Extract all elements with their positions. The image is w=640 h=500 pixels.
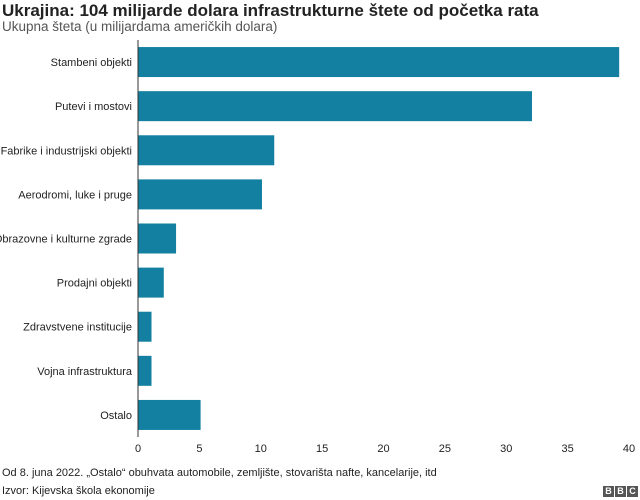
x-tick-label: 35 <box>562 443 574 455</box>
x-tick-label: 30 <box>500 443 512 455</box>
category-label: Zdravstvene institucije <box>23 322 132 334</box>
bar <box>138 267 164 298</box>
category-label: Obrazovne i kulturne zgrade <box>0 234 132 246</box>
x-tick-label: 40 <box>623 443 635 455</box>
x-tick-label: 25 <box>439 443 451 455</box>
bbc-logo: B B C <box>603 486 638 497</box>
x-tick-label: 15 <box>316 443 328 455</box>
bar-chart: Stambeni objekti Putevi i mostovi Fabrike … <box>0 40 635 455</box>
footnote: Od 8. juna 2022. „Ostalo“ obuhvata autom… <box>2 467 437 479</box>
category-label: Ostalo <box>100 410 132 422</box>
category-label: Prodajni objekti <box>57 278 132 290</box>
category-label: Putevi i mostovi <box>55 101 132 113</box>
x-tick-label: 10 <box>255 443 267 455</box>
chart-subtitle: Ukupna šteta (u milijardama američkih do… <box>2 19 278 34</box>
x-tick-label: 20 <box>377 443 389 455</box>
chart-title: Ukrajina: 104 milijarde dolara infrastru… <box>2 1 539 20</box>
bar <box>138 223 177 254</box>
category-label: Stambeni objekti <box>51 57 132 69</box>
bar <box>138 135 275 166</box>
bar <box>138 47 620 78</box>
bar <box>138 311 152 342</box>
x-tick-label: 5 <box>196 443 202 455</box>
bbc-logo-letter: C <box>627 486 638 497</box>
x-tick-label: 0 <box>135 443 141 455</box>
bar <box>138 399 201 430</box>
bar <box>138 91 533 122</box>
category-label: Fabrike i industrijski objekti <box>1 145 132 157</box>
source-text: Izvor: Kijevska škola ekonomije <box>2 485 155 497</box>
bar <box>138 355 152 386</box>
bbc-logo-letter: B <box>615 486 626 497</box>
category-label: Aerodromi, luke i pruge <box>18 189 132 201</box>
bar <box>138 179 262 210</box>
category-label: Vojna infrastruktura <box>37 366 133 378</box>
bbc-logo-letter: B <box>603 486 614 497</box>
